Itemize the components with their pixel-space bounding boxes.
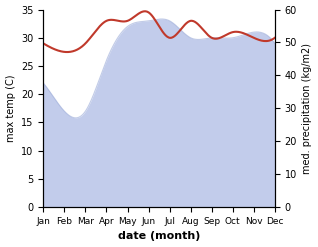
Y-axis label: max temp (C): max temp (C) <box>5 75 16 142</box>
Y-axis label: med. precipitation (kg/m2): med. precipitation (kg/m2) <box>302 43 313 174</box>
X-axis label: date (month): date (month) <box>118 231 200 242</box>
